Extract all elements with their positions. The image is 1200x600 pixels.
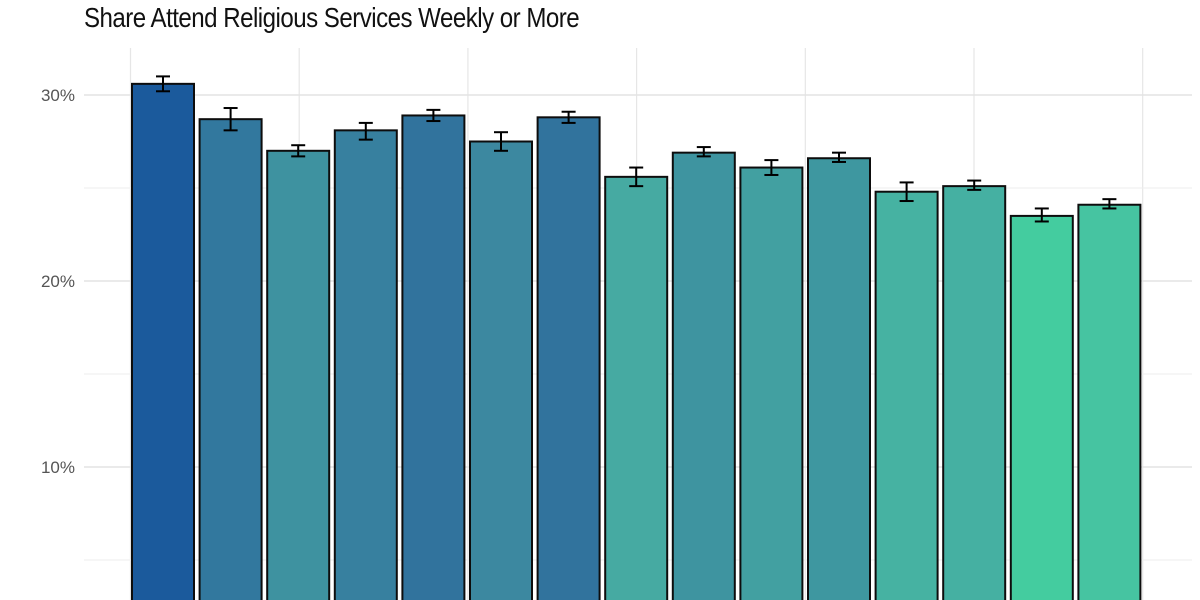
error-bar: [967, 179, 982, 191]
bar-12: [874, 190, 939, 600]
error-bar: [494, 131, 508, 152]
error-bar: [223, 107, 238, 132]
error-bar: [156, 75, 170, 93]
bar-14: [1009, 214, 1074, 600]
bar-6: [469, 140, 533, 600]
error-bar: [629, 166, 644, 188]
error-bar: [291, 144, 306, 158]
bar-4: [333, 129, 398, 600]
error-bar: [1102, 198, 1117, 210]
bar-10: [739, 166, 804, 600]
y-axis: 10% 20% 30%: [41, 86, 75, 477]
bar-13: [942, 185, 1007, 600]
y-tick-label: 10%: [41, 458, 75, 477]
bar-9: [671, 151, 736, 600]
y-tick-label: 20%: [41, 272, 75, 291]
bar-7: [536, 116, 601, 600]
bars: [131, 82, 1142, 600]
bar-11: [807, 157, 871, 600]
error-bar: [696, 146, 711, 158]
error-bars: [156, 75, 1117, 223]
bar-8: [604, 175, 669, 600]
error-bar: [426, 108, 441, 123]
bar-1: [131, 82, 195, 600]
error-bar: [561, 110, 576, 124]
y-tick-label: 30%: [41, 86, 75, 105]
bar-15: [1077, 203, 1142, 600]
bar-5: [401, 114, 466, 600]
bar-2: [198, 118, 263, 600]
error-bar: [832, 151, 846, 163]
error-bar: [1034, 207, 1049, 223]
error-bar: [358, 121, 373, 141]
chart-title: Share Attend Religious Services Weekly o…: [84, 2, 580, 33]
error-bar: [764, 159, 779, 176]
error-bar: [899, 181, 914, 203]
bar-3: [266, 149, 331, 600]
